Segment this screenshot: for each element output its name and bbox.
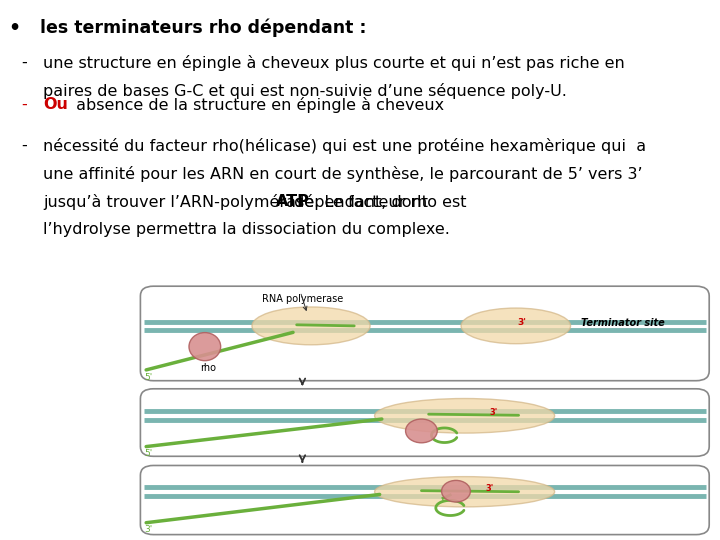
Text: -: - bbox=[22, 55, 27, 70]
Text: -: - bbox=[22, 138, 27, 153]
Text: jusqu’à trouver l’ARN-polymérase. Le facteur rho est: jusqu’à trouver l’ARN-polymérase. Le fac… bbox=[43, 194, 472, 210]
Text: Terminator site: Terminator site bbox=[580, 318, 665, 328]
Ellipse shape bbox=[374, 477, 554, 507]
Ellipse shape bbox=[374, 399, 554, 433]
Text: ATP: ATP bbox=[276, 194, 310, 209]
Text: nécessité du facteur rho(hélicase) qui est une protéine hexamèrique qui  a: nécessité du facteur rho(hélicase) qui e… bbox=[43, 138, 647, 154]
Text: une affinité pour les ARN en court de synthèse, le parcourant de 5’ vers 3’: une affinité pour les ARN en court de sy… bbox=[43, 166, 643, 182]
Ellipse shape bbox=[461, 308, 570, 344]
Text: l’hydrolyse permettra la dissociation du complexe.: l’hydrolyse permettra la dissociation du… bbox=[43, 222, 450, 237]
FancyBboxPatch shape bbox=[140, 389, 709, 456]
Text: les terminateurs rho dépendant :: les terminateurs rho dépendant : bbox=[40, 19, 366, 37]
Text: 5': 5' bbox=[145, 449, 153, 458]
Ellipse shape bbox=[405, 419, 437, 443]
Ellipse shape bbox=[189, 333, 220, 361]
Text: -: - bbox=[22, 97, 27, 112]
Text: absence de la structure en épingle à cheveux: absence de la structure en épingle à che… bbox=[71, 97, 444, 113]
Text: 3': 3' bbox=[517, 318, 526, 327]
FancyBboxPatch shape bbox=[140, 286, 709, 381]
Text: Ou: Ou bbox=[43, 97, 68, 112]
Text: une structure en épingle à cheveux plus courte et qui n’est pas riche en: une structure en épingle à cheveux plus … bbox=[43, 55, 625, 71]
Text: RNA polymerase: RNA polymerase bbox=[262, 294, 343, 305]
Text: paires de bases G-C et qui est non-suivie d’une séquence poly-U.: paires de bases G-C et qui est non-suivi… bbox=[43, 83, 567, 99]
Text: 5': 5' bbox=[144, 373, 152, 382]
Text: rho: rho bbox=[199, 363, 216, 373]
Text: 3': 3' bbox=[490, 408, 498, 417]
Text: 3': 3' bbox=[486, 484, 494, 493]
Text: •: • bbox=[9, 19, 21, 38]
FancyBboxPatch shape bbox=[140, 465, 709, 535]
Ellipse shape bbox=[252, 307, 370, 345]
Ellipse shape bbox=[441, 481, 470, 502]
Text: dépendant, dont: dépendant, dont bbox=[289, 194, 428, 210]
Text: 3': 3' bbox=[145, 525, 153, 534]
